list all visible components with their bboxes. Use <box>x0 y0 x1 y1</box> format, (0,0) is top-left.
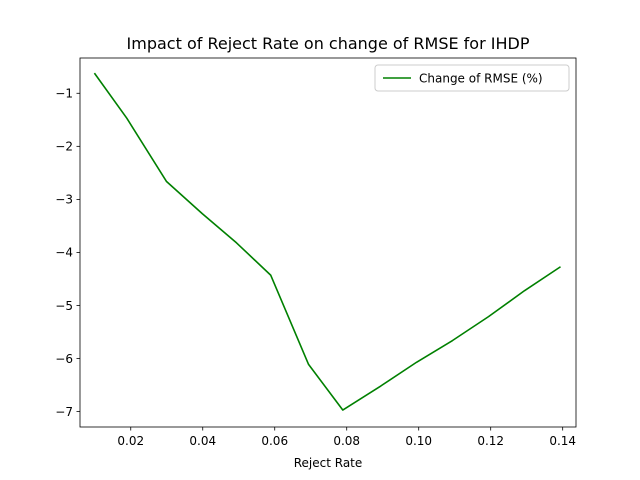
y-axis: −1 −2 −3 −4 −5 −6 −7 <box>55 87 80 419</box>
x-tick-label: 0.02 <box>117 434 144 448</box>
x-tick-label: 0.06 <box>261 434 288 448</box>
x-tick-label: 0.08 <box>333 434 360 448</box>
x-tick-label: 0.14 <box>549 434 576 448</box>
series-layer <box>93 72 561 411</box>
y-tick-label: −2 <box>55 140 73 154</box>
legend-frame <box>374 64 570 92</box>
plot-frame <box>79 57 577 428</box>
legend-label: Change of RMSE (%) <box>419 71 543 85</box>
x-tick-label: 0.10 <box>405 434 432 448</box>
legend: Change of RMSE (%) <box>374 64 570 92</box>
y-tick-label: −3 <box>55 193 73 207</box>
x-axis: 0.02 0.04 0.06 0.08 0.10 0.12 0.14 <box>117 427 576 448</box>
plot-area <box>79 57 577 428</box>
x-tick-label: 0.04 <box>189 434 216 448</box>
y-tick-label: −1 <box>55 87 73 101</box>
chart-title: Impact of Reject Rate on change of RMSE … <box>127 34 530 53</box>
y-tick-label: −6 <box>55 352 73 366</box>
x-tick-label: 0.12 <box>477 434 504 448</box>
series-line <box>93 72 561 411</box>
y-tick-label: −4 <box>55 246 73 260</box>
y-tick-label: −5 <box>55 299 73 313</box>
y-tick-label: −7 <box>55 405 73 419</box>
x-axis-label: Reject Rate <box>294 456 363 470</box>
